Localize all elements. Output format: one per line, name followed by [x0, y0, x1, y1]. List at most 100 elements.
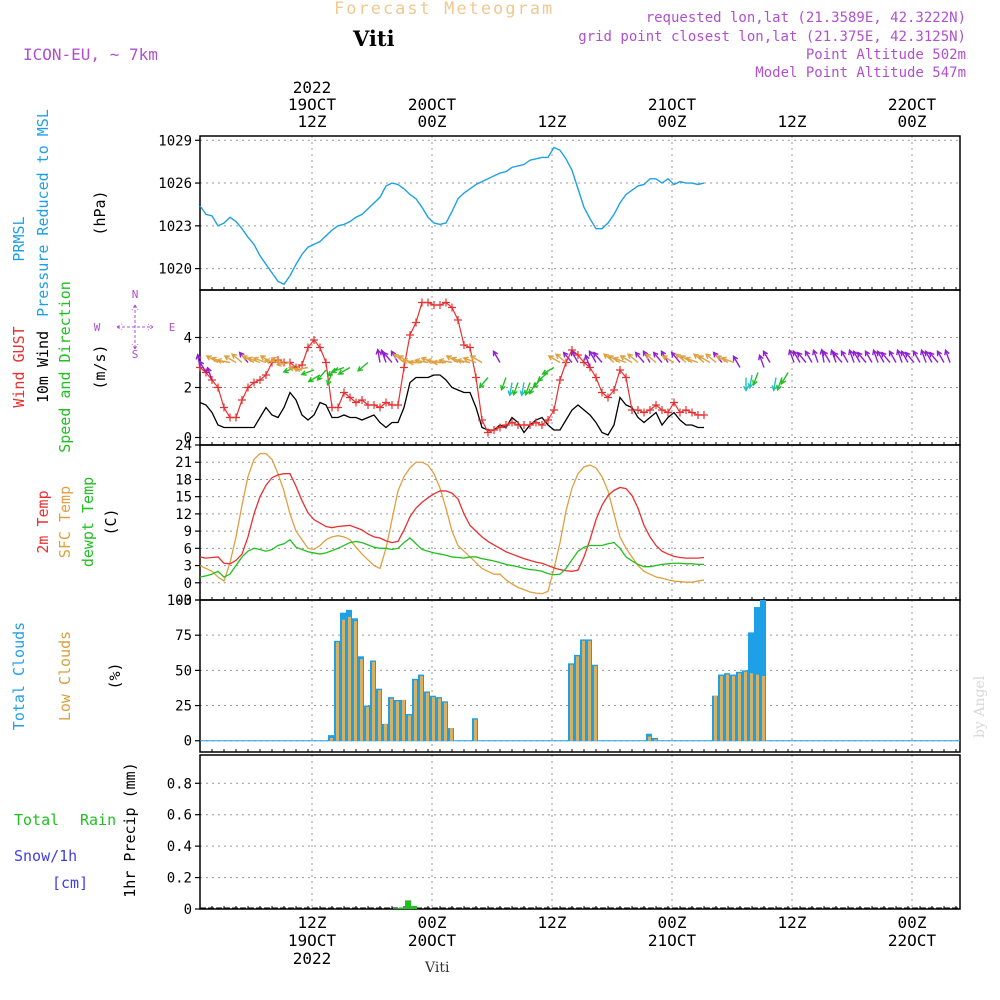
gust-marker	[220, 403, 228, 412]
gust-marker	[604, 393, 612, 402]
bottom-time-label: 00Z	[658, 913, 687, 932]
gust-marker	[592, 373, 600, 382]
wind-direction-arrow	[300, 369, 315, 376]
low-clouds-bar	[390, 698, 393, 741]
wind-direction-arrow	[762, 349, 771, 363]
low-clouds-bar	[654, 739, 657, 741]
gust-marker	[322, 358, 330, 367]
wind-direction-arrow	[455, 357, 471, 364]
wind-direction-arrow	[382, 351, 393, 363]
wind-direction-arrow	[661, 355, 675, 364]
low-clouds-bar	[648, 736, 651, 741]
compass-s: S	[132, 348, 139, 361]
low-clouds-bar	[570, 664, 573, 741]
low-clouds-bar	[714, 695, 717, 741]
top-time-label: 00Z	[658, 112, 687, 131]
rain-bar	[399, 907, 405, 909]
requested-coords: requested lon,lat (21.3589E, 42.3222N)	[645, 10, 966, 26]
wind-direction-arrow	[492, 349, 501, 363]
y-tick-label: -3	[175, 593, 192, 609]
low-clouds-bar	[474, 719, 477, 741]
y-tick-label: 3	[184, 559, 192, 575]
wind-direction-arrow	[562, 351, 573, 363]
gust-marker	[382, 398, 390, 407]
total-clouds-bar	[754, 607, 760, 741]
gust-marker	[394, 401, 402, 409]
y-tick-label: 0	[184, 576, 192, 592]
wind-direction-arrow	[619, 355, 633, 364]
gust-marker	[688, 408, 696, 417]
clouds-panel: 0 25 50 75 100 Total Clouds Low Clouds (%)	[10, 593, 961, 753]
wind-direction-arrow	[796, 351, 807, 363]
gust-marker	[448, 303, 456, 312]
gust-marker	[460, 341, 468, 349]
gust-marker	[544, 416, 552, 424]
wind-unit: (m/s)	[91, 344, 109, 389]
wind-speed-dir-label: Speed and Direction	[56, 281, 74, 453]
panel-frame	[199, 444, 961, 601]
bottom-time-label: 19OCT	[288, 931, 337, 950]
snow-unit: [cm]	[52, 874, 88, 892]
y-tick-label: 18	[175, 472, 192, 488]
low-clouds-bar	[726, 674, 729, 741]
bottom-time-label: 12Z	[778, 913, 807, 932]
y-tick-label: 25	[175, 699, 192, 715]
wind-direction-arrow	[670, 351, 681, 363]
low-clouds-bar	[378, 690, 381, 741]
y-tick-label: 0.6	[167, 808, 192, 824]
low-clouds-bar	[354, 621, 357, 741]
gust-marker	[316, 343, 324, 352]
gust-marker	[334, 403, 342, 412]
wind-direction-arrow	[437, 357, 453, 364]
gust-marker	[502, 421, 510, 429]
wind-direction-arrow	[547, 355, 561, 364]
wind-direction-arrow	[896, 348, 903, 363]
wind-direction-arrow	[936, 349, 945, 363]
gust-marker	[250, 378, 258, 387]
compass-n: N	[132, 288, 139, 301]
gust-marker	[412, 318, 420, 327]
gust-marker	[574, 351, 582, 359]
low-clouds-bar	[438, 698, 441, 741]
wind-direction-arrow	[215, 357, 231, 364]
total-clouds-label: Total Clouds	[10, 622, 28, 730]
low-clouds-bar	[444, 702, 447, 741]
wind-direction-arrow	[704, 353, 717, 364]
top-time-label: 21OCT	[648, 95, 697, 114]
wind-direction-arrow	[692, 353, 705, 364]
gust-marker	[640, 408, 648, 417]
low-clouds-bar	[744, 671, 747, 741]
temp-2m-line	[199, 473, 705, 572]
dewpoint-line	[199, 537, 704, 578]
wind-direction-arrow	[500, 377, 507, 392]
precip-unit: 1hr Precip (mm)	[121, 762, 139, 897]
low-clouds-label: Low Clouds	[56, 631, 74, 721]
gust-marker	[490, 426, 498, 434]
gust-marker	[298, 361, 306, 369]
panel-frame	[199, 754, 961, 910]
compass-e: E	[169, 321, 176, 334]
gust-marker	[310, 336, 318, 344]
low-clouds-bar	[582, 640, 585, 741]
gust-marker	[232, 413, 240, 422]
wind-direction-arrow	[592, 351, 603, 363]
wind-direction-arrow	[758, 353, 765, 368]
gust-marker	[532, 418, 540, 427]
wind-direction-arrow	[804, 349, 813, 363]
low-clouds-bar	[366, 706, 369, 741]
bottom-time-label: 12Z	[538, 913, 567, 932]
grid-coords: grid point closest lon,lat (21.375E, 42.…	[578, 29, 966, 45]
total-clouds-bar	[760, 600, 766, 741]
wind-direction-arrow	[413, 357, 429, 364]
panel-frame	[199, 289, 961, 446]
low-clouds-bar	[450, 728, 453, 741]
pressure-unit: (hPa)	[91, 190, 109, 235]
wind-direction-arrow	[392, 353, 405, 364]
wind-direction-arrow	[330, 366, 345, 374]
rain-bar	[411, 905, 417, 909]
low-clouds-bar	[330, 737, 333, 741]
low-clouds-bar	[360, 659, 363, 741]
wind-direction-arrow	[469, 355, 483, 364]
gust-marker	[508, 418, 516, 427]
